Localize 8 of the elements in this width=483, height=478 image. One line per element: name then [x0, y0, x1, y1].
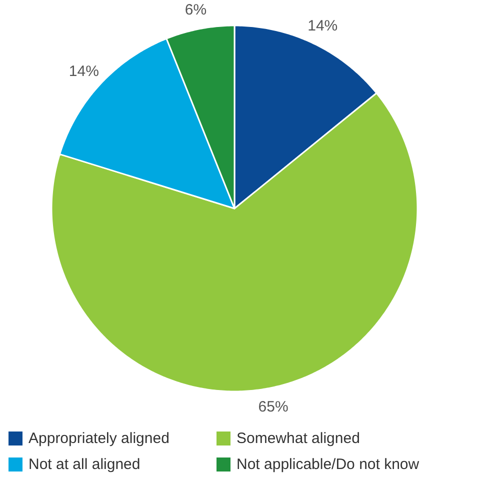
data-label: 6%	[184, 2, 207, 19]
legend-label: Somewhat aligned	[236, 430, 360, 447]
legend-label: Not at all aligned	[28, 456, 140, 473]
legend-label: Appropriately aligned	[28, 430, 170, 447]
data-label: 65%	[258, 398, 288, 416]
data-label: 14%	[68, 62, 99, 80]
data-label: 14%	[308, 18, 338, 35]
legend-label: Not applicable/Do not know	[236, 456, 420, 473]
